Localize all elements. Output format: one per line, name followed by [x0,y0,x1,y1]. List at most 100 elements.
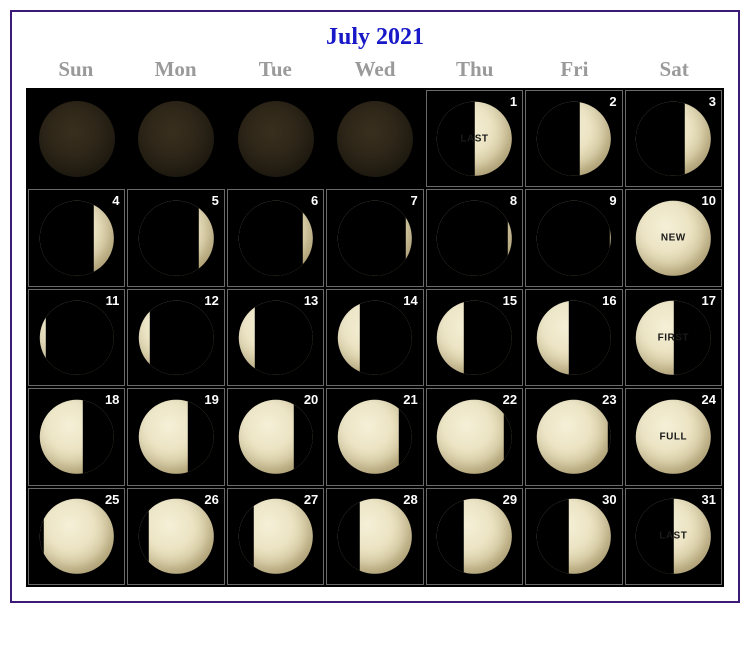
weekday-label: Sun [26,57,126,82]
day-cell: 22 [426,388,523,485]
moon-icon [139,499,213,573]
day-number: 16 [602,293,616,308]
weekday-label: Wed [325,57,425,82]
day-cell: 6 [227,189,324,286]
calendar-frame: July 2021 Sun Mon Tue Wed Thu Fri Sat 1L… [10,10,740,603]
day-number: 22 [503,392,517,407]
moon-icon [39,300,113,374]
day-number: 25 [105,492,119,507]
weekday-label: Tue [225,57,325,82]
day-number: 17 [702,293,716,308]
day-number: 6 [311,193,318,208]
weekday-label: Thu [425,57,525,82]
day-number: 1 [510,94,517,109]
day-cell: 3 [625,90,722,187]
day-number: 15 [503,293,517,308]
day-cell: 4 [28,189,125,286]
day-cell: 16 [525,289,622,386]
empty-cell [28,90,125,187]
moon-icon [238,201,312,275]
day-cell: 29 [426,488,523,585]
day-number: 28 [403,492,417,507]
day-number: 12 [204,293,218,308]
day-cell: 11 [28,289,125,386]
moon-icon [338,300,412,374]
day-cell: 31 LAST [625,488,722,585]
calendar-grid: 1LAST2345678910NEW11121314151617FIRST181… [28,90,722,585]
day-number: 18 [105,392,119,407]
moon-icon [39,400,113,474]
empty-cell [326,90,423,187]
day-number: 30 [602,492,616,507]
moon-icon [338,201,412,275]
weekday-label: Fri [525,57,625,82]
day-number: 24 [702,392,716,407]
moon-icon [139,300,213,374]
day-cell: 10 NEW [625,189,722,286]
day-cell: 8 [426,189,523,286]
moon-icon [338,499,412,573]
phase-label: LAST [659,531,687,542]
day-cell: 7 [326,189,423,286]
day-cell: 19 [127,388,224,485]
moon-icon [39,499,113,573]
phase-label: LAST [460,133,488,144]
day-number: 26 [204,492,218,507]
day-cell: 2 [525,90,622,187]
day-number: 2 [609,94,616,109]
moon-icon [238,300,312,374]
day-cell: 28 [326,488,423,585]
moon-icon [537,499,611,573]
day-number: 8 [510,193,517,208]
phase-label: FULL [660,432,688,443]
day-cell: 23 [525,388,622,485]
phase-label: NEW [661,233,686,244]
day-cell: 27 [227,488,324,585]
moon-icon [537,300,611,374]
calendar-grid-bg: 1LAST2345678910NEW11121314151617FIRST181… [26,88,724,587]
moon-icon [138,101,214,177]
day-number: 19 [204,392,218,407]
day-cell: 9 [525,189,622,286]
weekday-label: Sat [624,57,724,82]
moon-icon [437,300,511,374]
moon-icon [238,499,312,573]
moon-icon [338,400,412,474]
moon-icon [139,201,213,275]
phase-label: FIRST [658,332,689,343]
day-number: 20 [304,392,318,407]
weekday-row: Sun Mon Tue Wed Thu Fri Sat [26,57,724,82]
day-cell: 15 [426,289,523,386]
day-cell: 17 FIRST [625,289,722,386]
day-number: 9 [609,193,616,208]
day-cell: 1 LAST [426,90,523,187]
empty-cell [227,90,324,187]
day-cell: 21 [326,388,423,485]
moon-icon [437,400,511,474]
day-number: 21 [403,392,417,407]
day-number: 10 [702,193,716,208]
moon-icon [139,400,213,474]
day-cell: 25 [28,488,125,585]
moon-icon [238,400,312,474]
moon-icon [39,101,115,177]
day-cell: 14 [326,289,423,386]
day-number: 11 [106,293,120,308]
moon-icon [337,101,413,177]
day-number: 7 [410,193,417,208]
empty-cell [127,90,224,187]
day-number: 3 [709,94,716,109]
day-cell: 24 FULL [625,388,722,485]
moon-icon [537,201,611,275]
moon-icon [437,201,511,275]
day-number: 23 [602,392,616,407]
moon-icon [636,102,710,176]
moon-icon [537,101,611,175]
day-number: 31 [702,492,716,507]
moon-icon [238,101,314,177]
day-cell: 12 [127,289,224,386]
day-number: 5 [212,193,219,208]
day-cell: 18 [28,388,125,485]
moon-icon [39,201,113,275]
day-number: 14 [403,293,417,308]
